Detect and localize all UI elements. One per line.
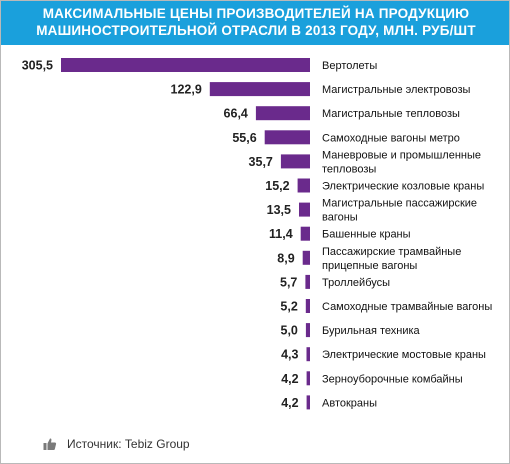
category-label: Магистральные электровозы bbox=[322, 84, 471, 96]
bar-value-label: 4,3 bbox=[281, 348, 298, 362]
bar-value-label: 5,0 bbox=[281, 324, 298, 338]
bar-value-label: 15,2 bbox=[265, 179, 289, 193]
bar bbox=[264, 130, 310, 145]
bar bbox=[297, 178, 310, 193]
bar bbox=[306, 371, 310, 386]
bar-value-label: 8,9 bbox=[277, 251, 294, 265]
bar-value-label: 35,7 bbox=[249, 155, 273, 169]
category-label: Зерноуборочные комбайны bbox=[322, 373, 463, 385]
category-label: Электрические козловые краны bbox=[322, 181, 484, 193]
category-label: Автокраны bbox=[322, 397, 377, 409]
bar-value-label: 13,5 bbox=[267, 203, 291, 217]
category-label: Бурильная техника bbox=[322, 325, 421, 337]
bar-value-label: 5,2 bbox=[280, 300, 297, 314]
bar bbox=[209, 82, 310, 97]
source-text: Источник: Tebiz Group bbox=[67, 437, 190, 451]
bar bbox=[61, 58, 310, 72]
bar bbox=[306, 395, 310, 410]
bar-value-label: 5,7 bbox=[280, 275, 297, 289]
category-label: Самоходные трамвайные вагоны bbox=[322, 301, 492, 313]
category-label: Маневровые и промышленные тепловозы bbox=[322, 149, 481, 175]
bar bbox=[305, 323, 310, 338]
chart-title: МАКСИМАЛЬНЫЕ ЦЕНЫ ПРОИЗВОДИТЕЛЕЙ НА ПРОД… bbox=[36, 6, 476, 38]
category-label: Магистральные пассажирские вагоны bbox=[322, 198, 477, 224]
category-label: Самоходные вагоны метро bbox=[322, 132, 460, 144]
bar-value-label: 55,6 bbox=[232, 131, 256, 145]
bar bbox=[302, 250, 310, 265]
bar bbox=[299, 202, 310, 217]
bar-value-label: 4,2 bbox=[281, 372, 298, 386]
bar-value-label: 4,2 bbox=[281, 396, 298, 410]
bar-value-label: 66,4 bbox=[224, 107, 248, 121]
bar-value-label: 305,5 bbox=[22, 59, 53, 73]
bar bbox=[255, 106, 310, 121]
bar-value-label: 122,9 bbox=[171, 83, 202, 97]
thumbs-up-icon bbox=[43, 438, 57, 450]
bar-chart: 305,5 Вертолеты 122,9 Магистральные электро… bbox=[22, 58, 492, 410]
category-label: Башенные краны bbox=[322, 229, 411, 241]
bar bbox=[306, 347, 310, 362]
bar bbox=[305, 299, 310, 313]
category-label: Магистральные тепловозы bbox=[322, 108, 460, 120]
source-footer: Источник: Tebiz Group bbox=[43, 435, 190, 453]
category-label: Троллейбусы bbox=[322, 277, 390, 289]
category-label: Вертолеты bbox=[322, 60, 377, 72]
bar bbox=[300, 226, 310, 241]
category-label: Пассажирские трамвайные прицепные вагоны bbox=[322, 246, 461, 272]
title-banner: МАКСИМАЛЬНЫЕ ЦЕНЫ ПРОИЗВОДИТЕЛЕЙ НА ПРОД… bbox=[1, 1, 509, 45]
bar bbox=[280, 154, 310, 169]
category-label: Электрические мостовые краны bbox=[322, 349, 486, 361]
bar bbox=[305, 274, 310, 289]
bar-value-label: 11,4 bbox=[269, 227, 293, 241]
